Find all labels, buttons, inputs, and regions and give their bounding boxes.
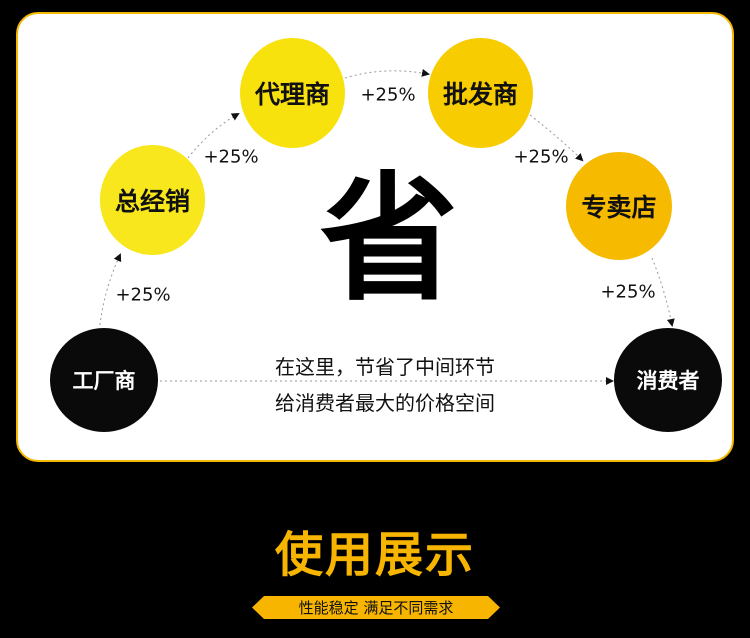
subtitle-text: 性能稳定 满足不同需求 [298, 599, 454, 617]
arrow-general-agent [187, 113, 240, 159]
node-wholesaler: 批发商 [428, 38, 533, 148]
message-line-1: 在这里，节省了中间环节 [275, 355, 495, 379]
arrow-factory-general [99, 253, 122, 326]
markup-label: +25% [513, 146, 569, 168]
save-character: 省 [320, 159, 459, 320]
markup-label: +25% [203, 146, 259, 168]
node-consumer: 消费者 [614, 328, 722, 432]
subtitle-banner: 性能稳定 满足不同需求 [252, 596, 500, 619]
arrow-store-consumer [651, 257, 675, 327]
arrow-agent-wholesale [344, 68, 430, 79]
message-line-2: 给消费者最大的价格空间 [275, 391, 495, 415]
markup-label: +25% [360, 84, 416, 106]
node-store: 专卖店 [566, 152, 672, 260]
node-agent: 代理商 [240, 38, 345, 148]
node-factory: 工厂商 [50, 328, 158, 432]
markup-label: +25% [115, 284, 171, 306]
node-general-distributor: 总经销 [100, 145, 205, 255]
markup-label: +25% [600, 281, 656, 303]
section-title: 使用展示 [274, 527, 475, 583]
